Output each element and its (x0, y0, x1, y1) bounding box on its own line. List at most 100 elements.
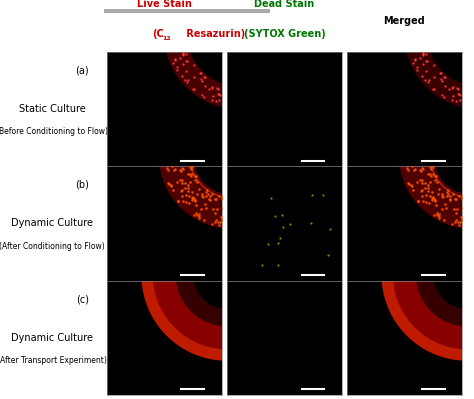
Text: Live Stain: Live Stain (137, 0, 192, 9)
Point (179, 60, 186, 67)
Point (183, 79, 191, 85)
Point (173, 67, 180, 73)
Point (422, 192, 430, 198)
Point (191, 85, 198, 92)
Point (286, 221, 293, 227)
Point (182, 58, 189, 64)
Point (184, 77, 192, 83)
Text: (b): (b) (75, 180, 89, 190)
Text: Static Culture: Static Culture (19, 104, 85, 114)
Point (423, 67, 430, 74)
Point (462, 203, 469, 209)
Point (438, 77, 446, 84)
Point (440, 217, 447, 223)
Point (201, 74, 209, 81)
Text: (a): (a) (75, 65, 89, 75)
Point (307, 220, 315, 227)
Point (169, 43, 177, 50)
Point (216, 97, 223, 103)
Point (454, 91, 462, 97)
Point (446, 196, 454, 202)
Text: Merged: Merged (383, 16, 425, 26)
Point (456, 219, 464, 225)
Point (430, 73, 438, 80)
Point (184, 171, 191, 177)
Point (440, 74, 447, 80)
Point (279, 224, 287, 230)
Point (179, 52, 186, 58)
Point (429, 164, 437, 171)
Point (190, 86, 197, 93)
Point (418, 165, 426, 171)
Point (195, 213, 202, 219)
Bar (104, 9, 270, 13)
Point (425, 188, 432, 194)
Point (173, 178, 181, 185)
Point (422, 199, 430, 205)
Point (168, 161, 176, 167)
Point (419, 51, 427, 57)
Point (199, 91, 206, 98)
Point (433, 210, 440, 217)
Polygon shape (159, 132, 233, 229)
Point (264, 241, 272, 247)
Point (208, 221, 216, 227)
Point (203, 193, 210, 199)
Text: (Before Conditioning to Flow): (Before Conditioning to Flow) (0, 127, 108, 136)
Point (219, 193, 227, 199)
Point (164, 167, 172, 174)
Point (457, 92, 465, 98)
Point (433, 202, 440, 208)
Point (430, 196, 438, 203)
Point (178, 73, 186, 79)
Point (456, 91, 463, 97)
Point (442, 201, 449, 207)
Point (212, 196, 219, 202)
Point (324, 252, 332, 258)
Point (274, 262, 282, 268)
Polygon shape (404, 23, 474, 109)
Point (179, 51, 187, 57)
Point (176, 177, 183, 183)
Point (411, 56, 419, 63)
Point (191, 176, 199, 183)
Point (448, 221, 456, 227)
Point (442, 205, 450, 211)
Point (187, 162, 194, 168)
Point (164, 180, 172, 187)
Polygon shape (399, 132, 473, 229)
Point (188, 195, 196, 201)
Point (171, 166, 179, 172)
Point (186, 193, 193, 200)
Point (184, 182, 191, 188)
Point (202, 205, 210, 211)
Point (192, 202, 200, 208)
Point (419, 49, 427, 56)
Point (451, 219, 458, 225)
Point (181, 184, 189, 191)
Point (308, 192, 316, 198)
Point (417, 188, 425, 194)
Point (211, 196, 219, 202)
Point (177, 160, 184, 167)
Point (220, 95, 228, 102)
Point (195, 186, 203, 192)
Point (410, 43, 417, 50)
Point (450, 93, 457, 99)
Point (428, 195, 436, 201)
Point (424, 182, 432, 188)
Point (186, 158, 194, 164)
Text: (C: (C (153, 29, 164, 39)
Point (205, 86, 212, 93)
Point (178, 177, 186, 184)
Point (430, 211, 438, 218)
Point (169, 60, 177, 66)
Point (199, 194, 207, 201)
Point (437, 70, 445, 76)
Point (189, 164, 196, 171)
Point (196, 70, 204, 76)
Point (419, 48, 427, 55)
Point (218, 217, 226, 223)
Point (441, 74, 449, 81)
Point (427, 179, 434, 185)
